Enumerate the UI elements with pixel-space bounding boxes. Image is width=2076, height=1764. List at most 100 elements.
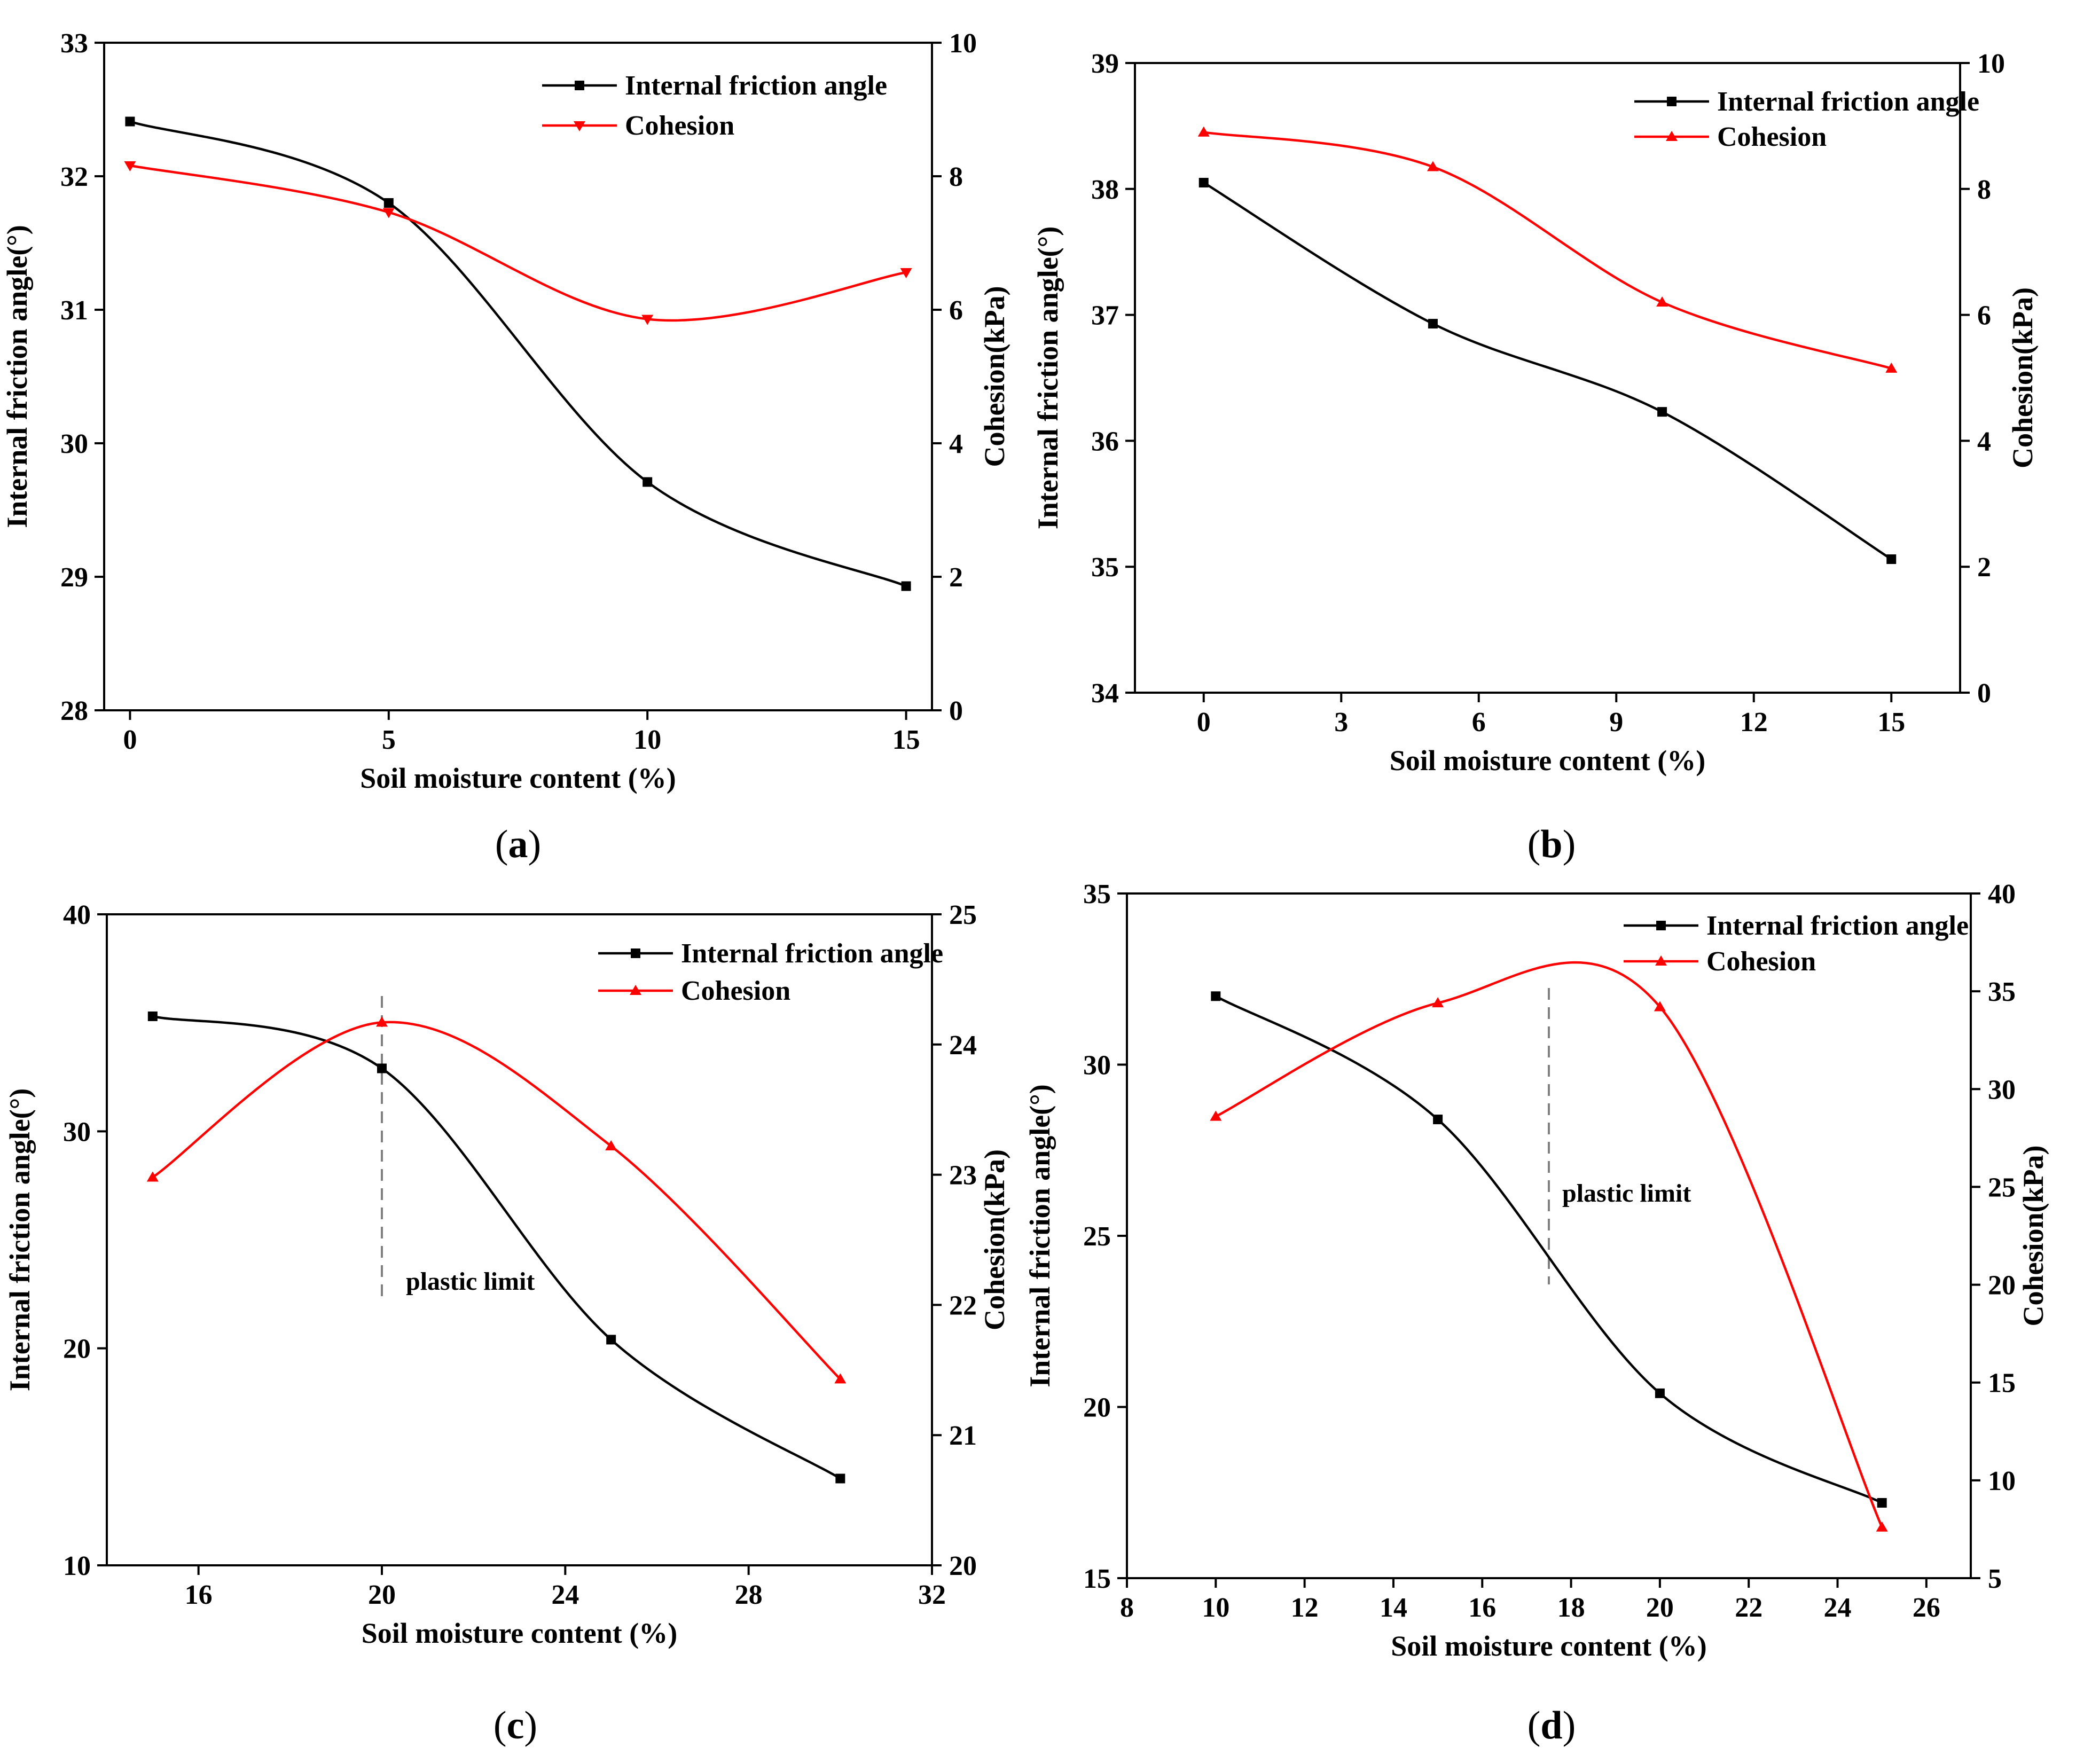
x-tick-label: 14 xyxy=(1380,1593,1407,1623)
series-line xyxy=(1215,961,1883,1528)
x-tick-label: 0 xyxy=(123,725,137,755)
legend-label: Cohesion xyxy=(681,976,790,1006)
data-point xyxy=(1197,126,1210,137)
x-tick-label: 20 xyxy=(1646,1593,1674,1623)
series-cohesion xyxy=(146,1016,847,1384)
data-point xyxy=(643,477,653,487)
legend-marker xyxy=(1655,955,1667,966)
series-line xyxy=(1215,995,1883,1504)
legend-label: Cohesion xyxy=(1706,946,1816,977)
y-right-tick-label: 4 xyxy=(949,429,963,459)
y-right-axis-title: Cohesion(kPa) xyxy=(978,1149,1010,1330)
y-left-tick-label: 32 xyxy=(60,162,88,192)
legend-entry: Internal friction angle xyxy=(1624,911,1969,941)
data-point xyxy=(1657,407,1667,417)
data-point xyxy=(835,1473,845,1484)
y-left-tick-label: 31 xyxy=(60,295,88,326)
plastic-limit-label: plastic limit xyxy=(1562,1179,1691,1208)
y-left-tick-label: 38 xyxy=(1091,175,1119,205)
y-right-tick-label: 8 xyxy=(949,162,963,192)
x-axis-title: Soil moisture content (%) xyxy=(360,762,676,794)
y-right-tick-label: 6 xyxy=(949,295,963,326)
y-left-tick-label: 30 xyxy=(63,1117,91,1147)
y-left-tick-label: 10 xyxy=(63,1551,91,1581)
legend-marker xyxy=(575,81,584,90)
y-right-tick-label: 35 xyxy=(1988,977,2016,1007)
data-point xyxy=(605,1140,617,1150)
legend-label: Internal friction angle xyxy=(1717,87,1979,117)
data-point xyxy=(1432,997,1444,1008)
panel-d: 8 10 12 14 16 18 20 22 24 26 15 20 25 30 35 5 10 15 20 25 30… xyxy=(1024,879,2049,1747)
y-right-tick-label: 5 xyxy=(1988,1564,2002,1594)
panel-label: (c) xyxy=(493,1704,537,1747)
y-right-tick-label: 40 xyxy=(1988,879,2016,910)
y-right-tick-label: 25 xyxy=(1988,1172,2016,1203)
series-cohesion xyxy=(1197,126,1898,373)
y-right-tick-label: 23 xyxy=(949,1161,977,1191)
x-tick-label: 18 xyxy=(1557,1593,1585,1623)
legend-marker xyxy=(1667,97,1677,106)
y-right-tick-label: 2 xyxy=(1977,552,1991,583)
y-right-axis-title: Cohesion(kPa) xyxy=(978,286,1010,467)
panel-c: 16 20 24 28 32 10 20 30 40 20 21 22 23 24 25 Soil moist… xyxy=(4,900,1010,1747)
y-right-tick-label: 21 xyxy=(949,1421,977,1451)
y-left-tick-label: 20 xyxy=(63,1334,91,1365)
legend-entry: Internal friction angle xyxy=(1634,87,1979,117)
x-tick-label: 22 xyxy=(1735,1593,1762,1623)
panel-label-letter: d xyxy=(1540,1704,1562,1747)
y-right-tick-label: 30 xyxy=(1988,1075,2016,1105)
series-cohesion xyxy=(1210,961,1888,1532)
series-line xyxy=(152,1015,841,1480)
data-point xyxy=(1211,991,1221,1001)
series-line xyxy=(129,120,907,587)
data-point xyxy=(901,581,911,591)
x-tick-label: 8 xyxy=(1120,1593,1134,1623)
legend-marker xyxy=(1666,131,1678,141)
x-tick-label: 9 xyxy=(1609,707,1623,738)
data-point xyxy=(1427,161,1439,171)
data-point xyxy=(1886,554,1897,565)
y-right-tick-label: 10 xyxy=(949,28,977,59)
series-internal-friction-angle xyxy=(1198,178,1897,565)
panel-label: (b) xyxy=(1527,822,1576,866)
x-tick-label: 16 xyxy=(1468,1593,1496,1623)
y-right-tick-label: 24 xyxy=(949,1030,977,1061)
x-axis-title: Soil moisture content (%) xyxy=(362,1617,677,1649)
legend-marker xyxy=(1656,921,1666,930)
x-tick-label: 32 xyxy=(918,1580,946,1610)
x-tick-label: 24 xyxy=(1824,1593,1852,1623)
x-tick-label: 15 xyxy=(892,725,920,755)
x-tick-label: 26 xyxy=(1913,1593,1940,1623)
data-point xyxy=(606,1335,616,1345)
y-left-tick-label: 29 xyxy=(60,562,88,593)
data-point xyxy=(900,268,912,278)
y-left-axis-title: Internal friction angle(°) xyxy=(4,1088,36,1392)
x-tick-label: 24 xyxy=(551,1580,579,1610)
data-point xyxy=(1877,1498,1887,1508)
panel-label-letter: b xyxy=(1540,822,1562,866)
legend-entry: Internal friction angle xyxy=(542,70,887,101)
x-tick-label: 3 xyxy=(1334,707,1348,738)
panel-a: 0 5 10 15 28 29 30 31 32 33 0 2 4 6 8 10 Soil moisture c… xyxy=(1,28,1010,866)
legend-entry: Internal friction angle xyxy=(598,938,943,969)
x-tick-label: 12 xyxy=(1291,1593,1319,1623)
y-left-tick-label: 36 xyxy=(1091,426,1119,457)
series-cohesion xyxy=(124,161,912,325)
legend-marker xyxy=(631,948,640,958)
y-right-tick-label: 0 xyxy=(949,696,963,726)
x-tick-label: 10 xyxy=(633,725,661,755)
x-tick-label: 12 xyxy=(1740,707,1768,738)
series-internal-friction-angle xyxy=(1211,991,1887,1508)
y-right-tick-label: 15 xyxy=(1988,1368,2016,1399)
x-tick-label: 0 xyxy=(1197,707,1211,738)
series-line xyxy=(130,164,907,322)
y-right-tick-label: 6 xyxy=(1977,301,1991,331)
legend-marker xyxy=(574,121,585,131)
plot-frame xyxy=(106,913,933,1566)
series-line xyxy=(1203,131,1892,370)
y-left-tick-label: 15 xyxy=(1083,1564,1111,1594)
legend-marker xyxy=(630,985,641,995)
y-left-tick-label: 20 xyxy=(1083,1393,1111,1423)
